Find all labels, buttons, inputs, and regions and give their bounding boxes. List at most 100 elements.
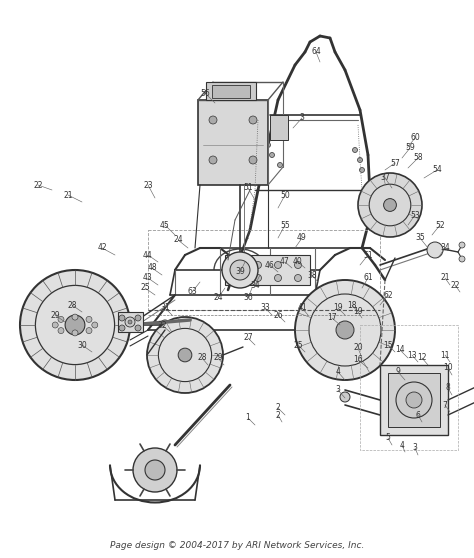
Circle shape — [255, 262, 262, 268]
Text: 28: 28 — [197, 354, 207, 363]
Text: 58: 58 — [413, 153, 423, 162]
Circle shape — [359, 167, 365, 172]
Circle shape — [72, 330, 78, 336]
Text: 34: 34 — [250, 281, 260, 290]
Text: 60: 60 — [410, 133, 420, 142]
Bar — [270, 115, 288, 140]
Text: 26: 26 — [273, 310, 283, 320]
Circle shape — [255, 275, 262, 281]
Text: 64: 64 — [311, 47, 321, 56]
Circle shape — [160, 320, 170, 330]
Text: 23: 23 — [143, 180, 153, 190]
Text: 24: 24 — [173, 235, 183, 244]
Bar — [388, 373, 440, 427]
Circle shape — [340, 392, 350, 402]
Circle shape — [265, 142, 271, 147]
Text: 19: 19 — [333, 304, 343, 312]
Circle shape — [270, 152, 274, 157]
Text: 19: 19 — [353, 307, 363, 316]
Text: 29: 29 — [50, 310, 60, 320]
Text: 3: 3 — [336, 386, 340, 395]
Text: 10: 10 — [443, 363, 453, 373]
Text: 41: 41 — [297, 304, 307, 312]
Text: 33: 33 — [260, 304, 270, 312]
Text: 46: 46 — [265, 261, 275, 270]
Circle shape — [277, 162, 283, 167]
Circle shape — [235, 275, 241, 281]
Circle shape — [86, 328, 92, 334]
Text: 25: 25 — [293, 340, 303, 349]
Bar — [198, 100, 268, 185]
Text: 6: 6 — [416, 411, 420, 420]
Circle shape — [135, 315, 141, 321]
Text: 13: 13 — [407, 350, 417, 359]
Circle shape — [295, 280, 395, 380]
Text: 36: 36 — [243, 294, 253, 302]
Text: 5: 5 — [385, 434, 391, 442]
Text: 3: 3 — [412, 444, 418, 453]
Text: 38: 38 — [307, 271, 317, 280]
Circle shape — [406, 392, 422, 408]
Circle shape — [125, 317, 135, 327]
Text: 51: 51 — [363, 251, 373, 259]
Text: 15: 15 — [383, 340, 393, 349]
Circle shape — [20, 270, 130, 380]
Text: 48: 48 — [147, 263, 157, 272]
Text: 20: 20 — [353, 344, 363, 353]
Circle shape — [353, 147, 357, 152]
Text: 21: 21 — [440, 273, 450, 282]
Text: 28: 28 — [67, 301, 77, 310]
Text: 29: 29 — [213, 354, 223, 363]
Text: 52: 52 — [435, 220, 445, 229]
Text: 56: 56 — [200, 89, 210, 98]
Circle shape — [135, 325, 141, 331]
Text: 21: 21 — [63, 190, 73, 200]
Text: 2: 2 — [275, 403, 281, 412]
Text: 25: 25 — [140, 283, 150, 292]
Circle shape — [230, 260, 250, 280]
Circle shape — [459, 256, 465, 262]
Text: 50: 50 — [280, 190, 290, 200]
Bar — [212, 85, 250, 98]
Text: 62: 62 — [383, 291, 393, 300]
Text: 51: 51 — [243, 184, 253, 193]
Circle shape — [72, 314, 78, 320]
Circle shape — [65, 315, 85, 335]
Text: 2: 2 — [275, 411, 281, 420]
Circle shape — [274, 262, 282, 268]
Text: 32: 32 — [157, 320, 167, 330]
Text: 22: 22 — [450, 281, 460, 290]
Bar — [380, 365, 448, 435]
Circle shape — [58, 316, 64, 323]
Text: 47: 47 — [280, 257, 290, 267]
Text: 27: 27 — [243, 334, 253, 343]
Text: 4: 4 — [336, 368, 340, 377]
Circle shape — [128, 320, 132, 324]
Text: 7: 7 — [443, 401, 447, 410]
Circle shape — [294, 262, 301, 268]
Circle shape — [427, 242, 443, 258]
Text: 57: 57 — [390, 158, 400, 167]
Circle shape — [52, 322, 58, 328]
Circle shape — [133, 448, 177, 492]
Circle shape — [209, 156, 217, 164]
Text: 44: 44 — [143, 251, 153, 259]
Text: 12: 12 — [417, 354, 427, 363]
Text: 43: 43 — [143, 273, 153, 282]
Circle shape — [459, 242, 465, 248]
Text: 45: 45 — [160, 220, 170, 229]
Circle shape — [58, 328, 64, 334]
Text: Page design © 2004-2017 by ARI Network Services, Inc.: Page design © 2004-2017 by ARI Network S… — [110, 541, 364, 551]
Circle shape — [147, 317, 223, 393]
Text: 37: 37 — [380, 174, 390, 182]
Text: 35: 35 — [415, 233, 425, 243]
Text: 9: 9 — [396, 368, 401, 377]
Bar — [225, 255, 310, 285]
Text: 17: 17 — [327, 314, 337, 323]
Circle shape — [396, 382, 432, 418]
Text: 53: 53 — [410, 210, 420, 219]
Circle shape — [357, 157, 363, 162]
Circle shape — [86, 316, 92, 323]
Circle shape — [294, 275, 301, 281]
Text: 40: 40 — [293, 257, 303, 267]
